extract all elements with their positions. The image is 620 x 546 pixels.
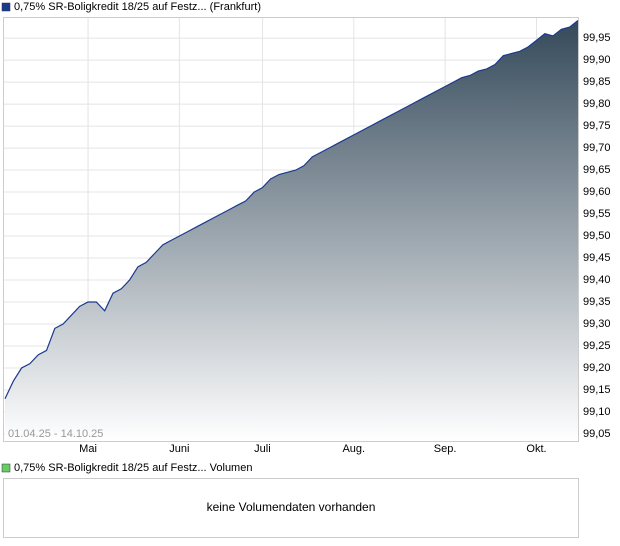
y-tick-label: 99,15: [583, 384, 611, 396]
legend-swatch: [1, 463, 11, 473]
y-tick-label: 99,85: [583, 76, 611, 88]
volume-message: keine Volumendaten vorhanden: [207, 500, 376, 514]
x-tick-label: Juli: [254, 443, 271, 455]
y-tick-label: 99,70: [583, 142, 611, 154]
area-fill: [5, 20, 578, 441]
y-tick-label: 99,25: [583, 340, 611, 352]
y-tick-label: 99,40: [583, 274, 611, 286]
y-tick-label: 99,10: [583, 406, 611, 418]
x-tick-label: Aug.: [342, 443, 365, 455]
y-tick-label: 99,55: [583, 208, 611, 220]
x-tick-label: Juni: [169, 443, 189, 455]
y-tick-label: 99,65: [583, 164, 611, 176]
y-tick-label: 99,90: [583, 54, 611, 66]
x-tick-label: Mai: [79, 443, 97, 455]
y-tick-label: 99,60: [583, 186, 611, 198]
y-tick-label: 99,05: [583, 428, 611, 440]
y-tick-label: 99,20: [583, 362, 611, 374]
x-tick-label: Okt.: [526, 443, 546, 455]
volume-panel: [3, 478, 579, 538]
y-tick-label: 99,45: [583, 252, 611, 264]
date-range: 01.04.25 - 14.10.25: [8, 428, 103, 440]
y-tick-label: 99,50: [583, 230, 611, 242]
y-tick-label: 99,80: [583, 98, 611, 110]
legend-label: 0,75% SR-Boligkredit 18/25 auf Festz... …: [14, 1, 261, 13]
y-tick-label: 99,30: [583, 318, 611, 330]
price-line: [4, 20, 579, 400]
y-tick-label: 99,35: [583, 296, 611, 308]
y-tick-label: 99,95: [583, 32, 611, 44]
y-tick-label: 99,75: [583, 120, 611, 132]
legend-swatch: [1, 2, 11, 12]
volume-legend: 0,75% SR-Boligkredit 18/25 auf Festz... …: [14, 462, 252, 474]
x-tick-label: Sep.: [434, 443, 457, 455]
